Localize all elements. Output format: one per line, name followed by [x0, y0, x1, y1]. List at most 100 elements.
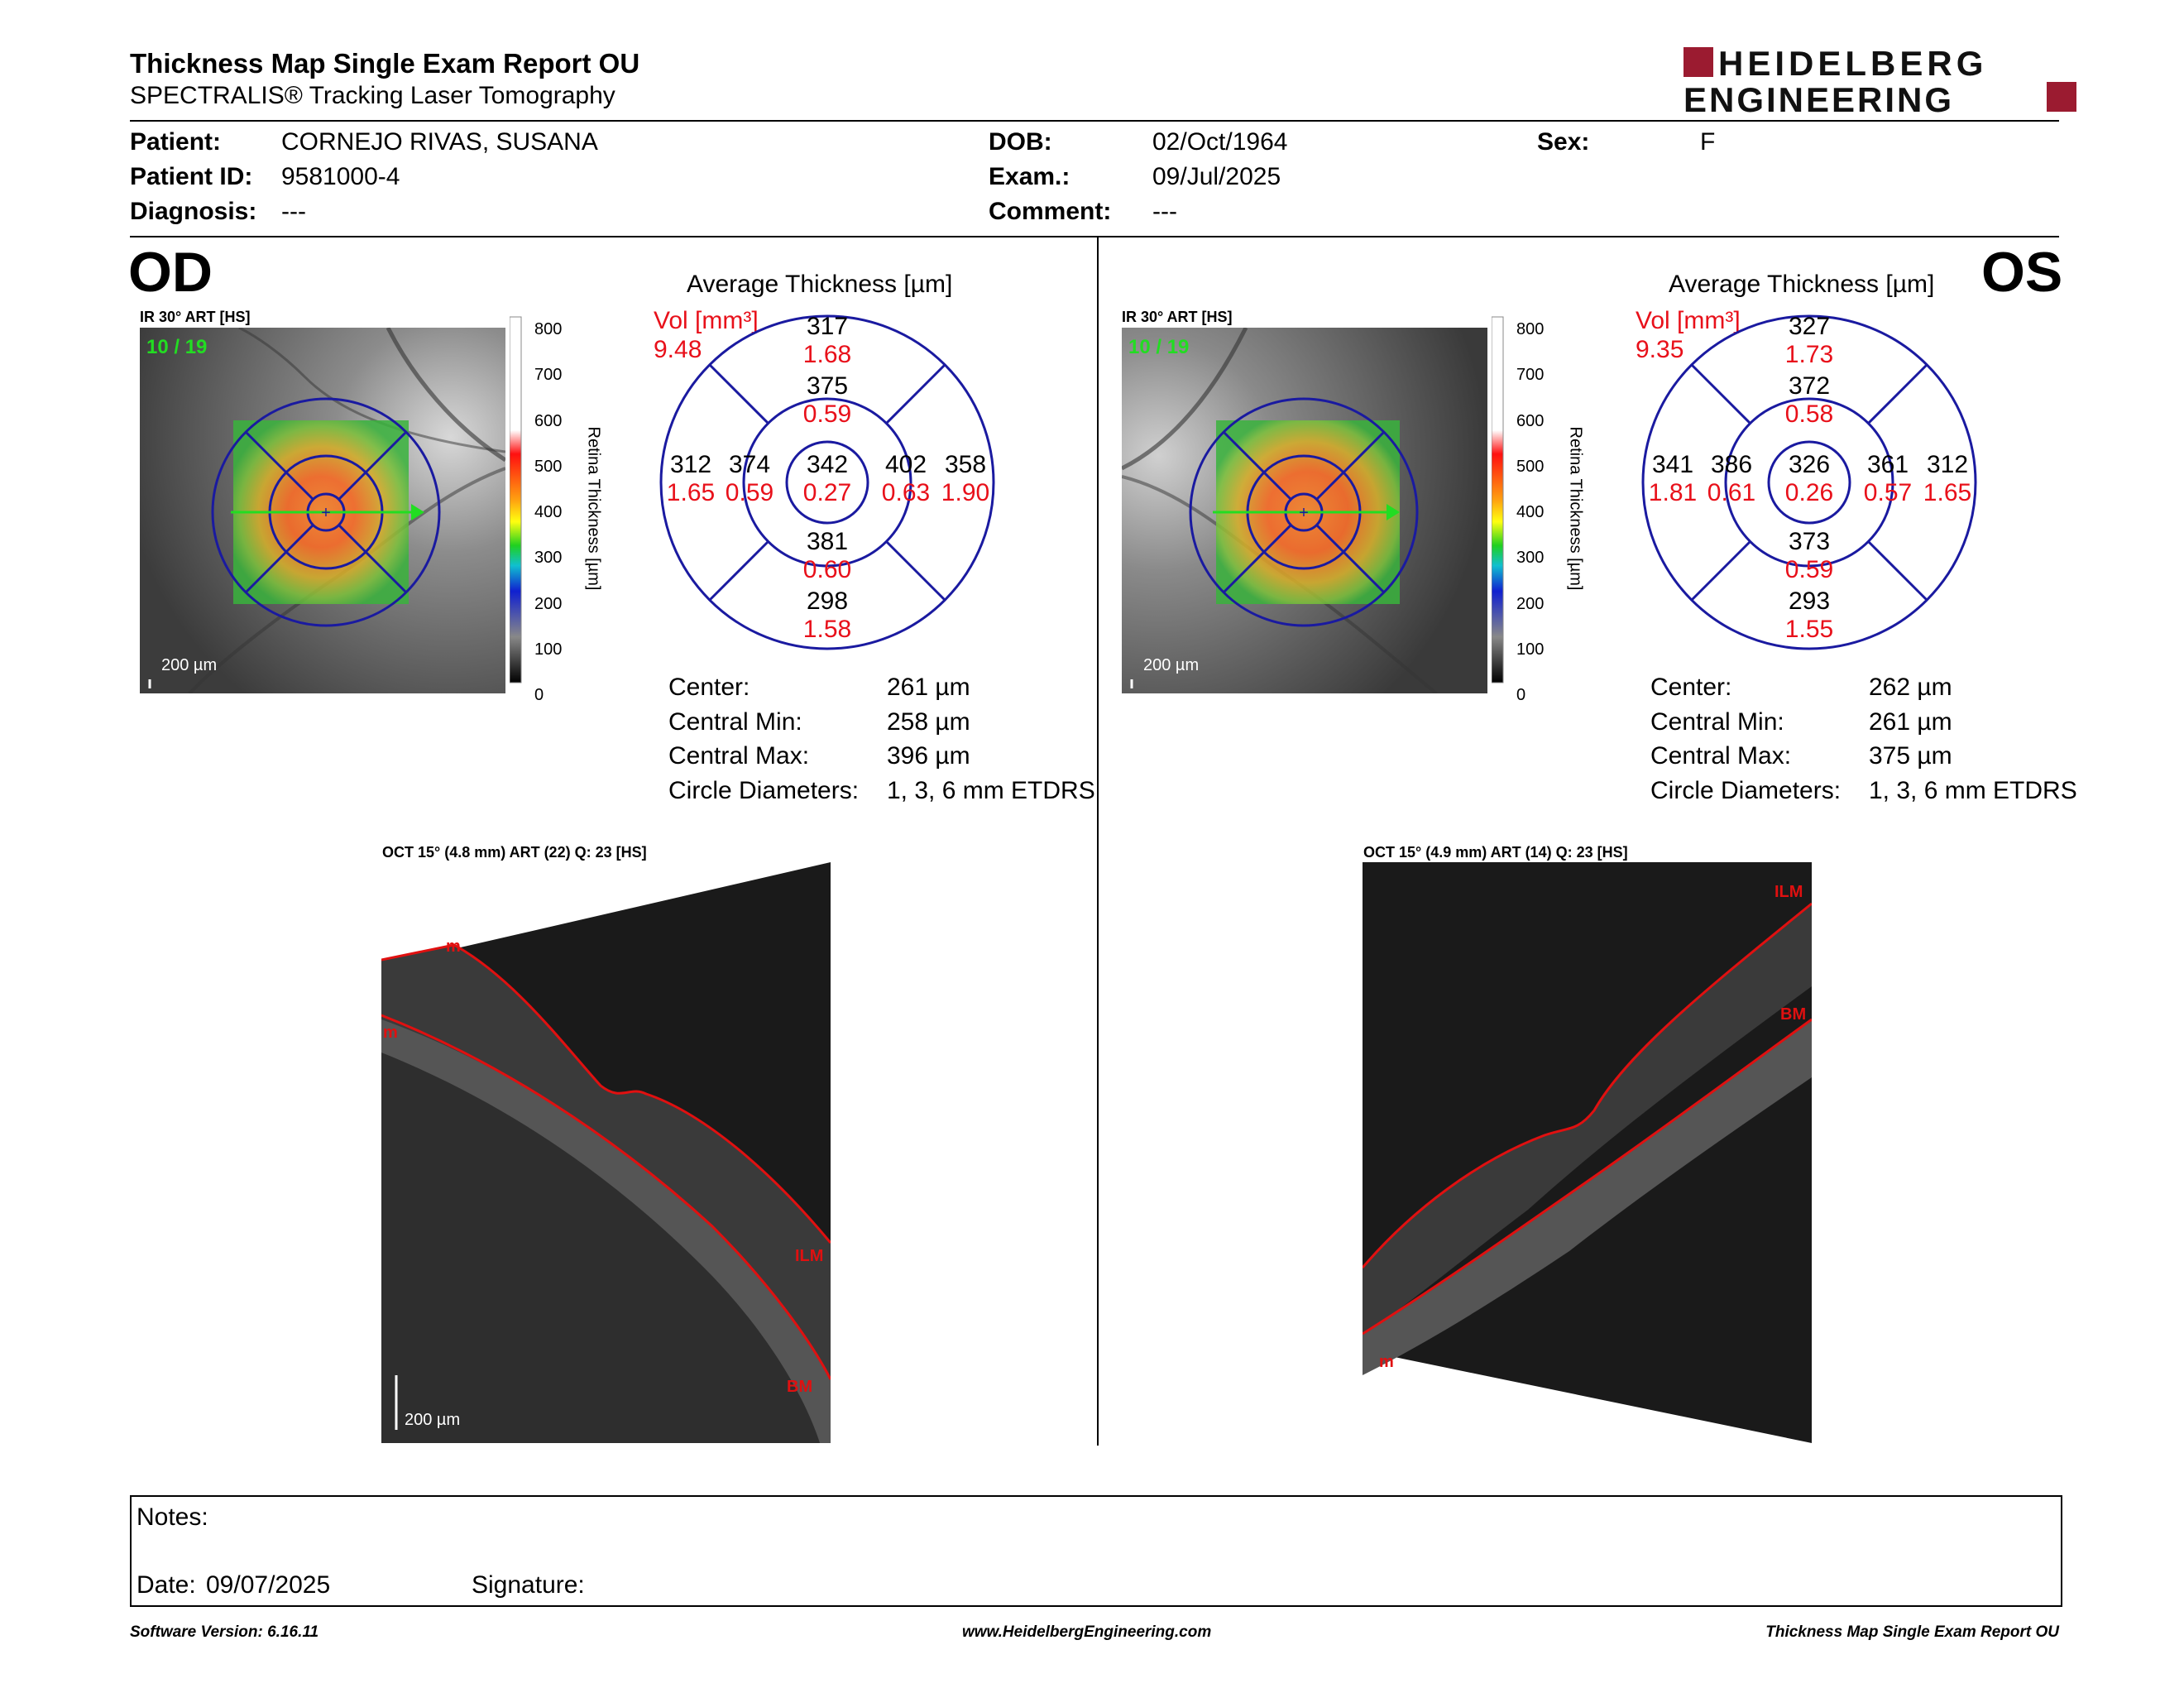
stat-value: 1, 3, 6 mm ETDRS: [887, 776, 1095, 804]
patient-id: 9581000-4: [281, 163, 400, 190]
os-outer-left: 341 1.81: [1640, 451, 1706, 507]
od-outer-top: 317 1.68: [794, 313, 860, 369]
sector-volume: 0.26: [1784, 479, 1834, 506]
tick: 300: [534, 549, 563, 568]
os-inner-left: 386 0.61: [1698, 451, 1765, 507]
etdrs-title-os: Average Thickness [µm]: [1669, 271, 1935, 298]
os-outer-bottom: 293 1.55: [1776, 587, 1842, 644]
svg-text:+: +: [1299, 504, 1309, 522]
od-inner-bottom: 381 0.60: [794, 528, 860, 584]
colorbar-od: [510, 316, 522, 683]
colorbar-os: [1492, 316, 1504, 683]
sector-thickness: 381: [806, 528, 849, 555]
sector-thickness: 298: [806, 587, 849, 615]
footer-report-name: Thickness Map Single Exam Report OU: [1765, 1623, 2059, 1641]
eye-label-os: OS: [1981, 241, 2063, 304]
sector-thickness: 293: [1788, 587, 1831, 615]
oct-mark-ilm-od: ILM: [795, 1247, 823, 1265]
sector-thickness: 402: [884, 451, 927, 478]
etdrs-grid-os: [1641, 314, 1977, 650]
sector-thickness: 361: [1866, 451, 1909, 478]
od-outer-right: 358 1.90: [932, 451, 999, 507]
stats-labels-os: Center: Central Min: Central Max: Circle…: [1650, 670, 1841, 808]
sector-thickness: 327: [1788, 313, 1831, 340]
sector-volume: 1.55: [1784, 616, 1834, 643]
tick: 300: [1516, 549, 1545, 568]
logo-text-top: HEIDELBERG: [1718, 46, 1987, 83]
sector-thickness: 372: [1788, 372, 1831, 400]
sector-thickness: 386: [1710, 451, 1753, 478]
vol-label-os: Vol [mm³]: [1636, 307, 1741, 334]
ir-label-os: IR 30° ART [HS]: [1122, 309, 1233, 325]
stat-value: 262 µm: [1869, 674, 1952, 701]
ir-scale-os: 200 µm: [1143, 656, 1199, 674]
sector-thickness: 341: [1651, 451, 1694, 478]
tick: 200: [1516, 594, 1545, 613]
tick: 800: [534, 320, 563, 338]
tick: 800: [1516, 320, 1545, 338]
ir-fundus-od: + 10 / 19 200 µm: [140, 328, 505, 693]
oct-mark-m2-od: m: [383, 1024, 398, 1042]
tick: 700: [1516, 366, 1545, 385]
logo-square-top: [1684, 47, 1713, 77]
colorbar-ticks-od: 800 700 600 500 400 300 200 100 0: [534, 307, 568, 719]
report-subtitle: SPECTRALIS® Tracking Laser Tomography: [130, 82, 615, 109]
colorbar-ticks-os: 800 700 600 500 400 300 200 100 0: [1516, 307, 1549, 719]
ir-scale-od: 200 µm: [161, 656, 217, 674]
sector-volume: 1.73: [1784, 341, 1834, 368]
stat-label: Central Min:: [1650, 707, 1784, 736]
os-inner-right: 361 0.57: [1855, 451, 1921, 507]
ir-fundus-os: + 10 / 19 200 µm: [1122, 328, 1487, 693]
oct-label-os: OCT 15° (4.9 mm) ART (14) Q: 23 [HS]: [1363, 844, 1628, 861]
sector-volume: 0.60: [802, 556, 852, 583]
sector-volume: 0.27: [802, 479, 852, 506]
comment-value: ---: [1152, 198, 1177, 225]
etdrs-grid-od: [659, 314, 995, 650]
oct-mark-m-os: m: [1379, 1353, 1394, 1371]
exam-label: Exam.:: [989, 163, 1070, 190]
vol-total-od: 9.48: [654, 336, 702, 363]
center-divider: [1097, 237, 1099, 1446]
stats-values-os: 262 µm 261 µm 375 µm 1, 3, 6 mm ETDRS: [1869, 670, 2077, 808]
report-title: Thickness Map Single Exam Report OU: [130, 48, 640, 79]
os-inner-bottom: 373 0.59: [1776, 528, 1842, 584]
sector-volume: 1.81: [1648, 479, 1698, 506]
comment-label: Comment:: [989, 198, 1112, 225]
sector-volume: 1.58: [802, 616, 852, 643]
logo-square-bottom: [2047, 82, 2076, 112]
sector-volume: 0.63: [881, 479, 931, 506]
sector-thickness: 326: [1788, 451, 1831, 478]
stat-value: 261 µm: [1869, 707, 1952, 736]
sector-volume: 1.68: [802, 341, 852, 368]
sector-thickness: 317: [806, 313, 849, 340]
oct-mark-m1-od: m: [446, 938, 461, 956]
tick: 700: [534, 366, 563, 385]
sector-volume: 0.58: [1784, 400, 1834, 428]
oct-mark-bm-od: BM: [787, 1378, 812, 1396]
tick: 0: [534, 686, 544, 705]
sector-thickness: 342: [806, 451, 849, 478]
os-outer-top: 327 1.73: [1776, 313, 1842, 369]
sector-thickness: 373: [1788, 528, 1831, 555]
patient-id-label: Patient ID:: [130, 163, 253, 190]
tick: 400: [534, 503, 563, 522]
patient-rule: [130, 236, 2059, 237]
notes-box: Notes: Date: 09/07/2025 Signature:: [130, 1495, 2062, 1607]
stat-value: 396 µm: [887, 742, 970, 770]
os-outer-right: 312 1.65: [1914, 451, 1980, 507]
od-inner-left: 374 0.59: [716, 451, 783, 507]
svg-text:+: +: [321, 504, 331, 522]
notes-label: Notes:: [136, 1503, 208, 1531]
stat-label: Central Max:: [668, 742, 810, 770]
sector-volume: 1.65: [666, 479, 716, 506]
vol-total-os: 9.35: [1636, 336, 1684, 363]
stat-value: 261 µm: [887, 674, 970, 701]
sector-volume: 0.59: [1784, 556, 1834, 583]
colorbar-title-od: Retina Thickness [µm]: [584, 426, 603, 591]
vol-label-od: Vol [mm³]: [654, 307, 759, 334]
frame-counter-os: 10 / 19: [1128, 336, 1189, 358]
software-version: Software Version: 6.16.11: [130, 1623, 319, 1641]
diagnosis-label: Diagnosis:: [130, 198, 257, 225]
tick: 0: [1516, 686, 1526, 705]
tick: 600: [534, 411, 563, 430]
